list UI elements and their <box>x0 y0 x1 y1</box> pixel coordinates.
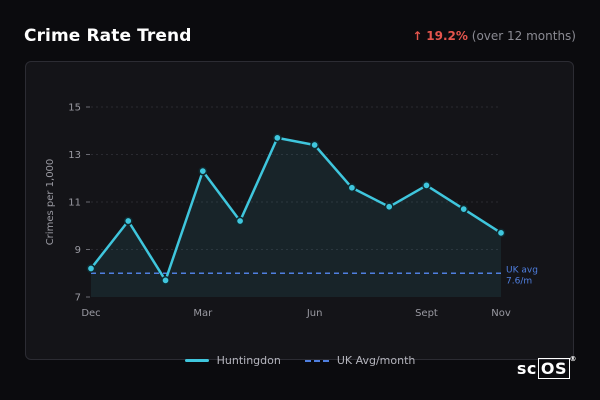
chart-panel <box>25 61 574 360</box>
data-point[interactable] <box>496 228 506 238</box>
series-line-huntingdon <box>89 136 503 282</box>
x-tick-label: Dec <box>81 308 100 319</box>
change-indicator: ↑ 19.2% (over 12 months) <box>412 29 576 43</box>
data-point[interactable] <box>384 202 394 212</box>
brand-logo: sc OS ® <box>516 355 577 379</box>
legend-item-reference[interactable]: UK Avg/month <box>304 354 416 367</box>
grid-lines <box>91 106 501 250</box>
data-point[interactable] <box>459 204 469 214</box>
legend-label-reference: UK Avg/month <box>336 354 416 367</box>
y-tick-label: 11 <box>68 198 81 209</box>
data-point[interactable] <box>86 264 96 273</box>
reference-label-line1: UK avg <box>506 265 538 275</box>
y-tick-label: 15 <box>68 103 81 114</box>
data-points <box>86 133 506 285</box>
legend: Huntingdon UK Avg/month <box>0 354 600 367</box>
data-point[interactable] <box>273 133 282 143</box>
y-tick-label: 7 <box>75 293 81 304</box>
data-point[interactable] <box>123 216 133 226</box>
change-percentage: 19.2% <box>426 29 468 43</box>
registered-mark: ® <box>569 355 577 363</box>
legend-swatch-dashed <box>304 359 329 362</box>
brand-prefix: sc <box>516 359 537 378</box>
data-point[interactable] <box>161 276 170 285</box>
legend-item-series[interactable]: Huntingdon <box>184 354 281 367</box>
x-tick-label: Sept <box>415 308 438 319</box>
x-tick-label: Mar <box>193 308 213 319</box>
data-point[interactable] <box>422 181 431 190</box>
legend-label-series: Huntingdon <box>216 354 281 367</box>
brand-boxed: OS <box>537 358 570 379</box>
series-area-fill <box>91 137 501 297</box>
reference-label-line2: 7.6/m <box>506 276 532 286</box>
x-tick-label: Nov <box>491 308 511 319</box>
data-point[interactable] <box>198 166 208 176</box>
change-period: (over 12 months) <box>471 29 576 43</box>
data-point[interactable] <box>347 183 357 193</box>
x-axis-ticks: Dec Mar Jun Sept Nov <box>81 308 511 319</box>
trend-up-icon: ↑ <box>412 29 423 43</box>
legend-swatch-solid <box>184 359 209 362</box>
y-axis-ticks: 7 9 11 13 15 <box>68 103 90 304</box>
x-tick-label: Jun <box>306 308 323 319</box>
y-axis-label: Crimes per 1,000 <box>45 159 56 246</box>
data-point[interactable] <box>310 140 319 150</box>
y-tick-label: 13 <box>68 150 81 161</box>
page-title: Crime Rate Trend <box>24 26 192 46</box>
y-tick-label: 9 <box>75 245 81 256</box>
data-point[interactable] <box>235 216 245 226</box>
